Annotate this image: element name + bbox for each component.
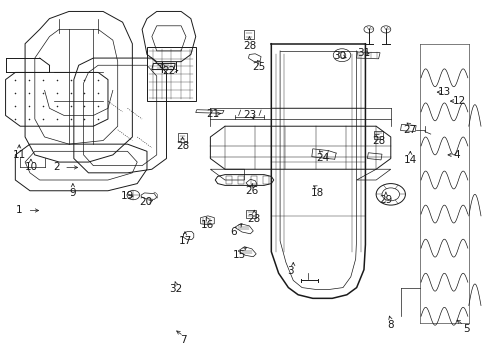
Text: 18: 18 — [310, 188, 324, 198]
Text: 28: 28 — [371, 136, 385, 145]
Text: 31: 31 — [357, 48, 370, 58]
Text: 11: 11 — [13, 150, 26, 160]
Text: 16: 16 — [201, 220, 214, 230]
Text: 26: 26 — [244, 186, 258, 196]
Text: 2: 2 — [53, 162, 60, 172]
Text: 14: 14 — [403, 155, 416, 165]
Text: 9: 9 — [69, 188, 76, 198]
Text: 29: 29 — [379, 195, 392, 205]
Text: 17: 17 — [178, 236, 191, 246]
Text: 15: 15 — [232, 250, 246, 260]
Text: 21: 21 — [206, 109, 219, 119]
Text: 12: 12 — [451, 96, 465, 106]
Text: 5: 5 — [462, 324, 468, 334]
Text: 10: 10 — [24, 162, 38, 172]
Text: 28: 28 — [247, 215, 260, 224]
Text: 22: 22 — [162, 66, 175, 76]
Text: 28: 28 — [176, 141, 189, 151]
Text: 8: 8 — [386, 320, 393, 330]
Text: 7: 7 — [180, 334, 186, 345]
Text: 27: 27 — [403, 125, 416, 135]
Text: 25: 25 — [252, 62, 265, 72]
Text: 13: 13 — [437, 87, 450, 97]
Text: 24: 24 — [315, 153, 328, 163]
Text: 30: 30 — [332, 51, 346, 61]
Text: 6: 6 — [230, 227, 237, 237]
Text: 19: 19 — [121, 191, 134, 201]
Text: 32: 32 — [169, 284, 183, 294]
Text: 23: 23 — [242, 111, 256, 121]
Text: 4: 4 — [452, 150, 459, 160]
Text: 20: 20 — [139, 197, 152, 207]
Text: 3: 3 — [287, 266, 294, 276]
Text: 1: 1 — [16, 206, 22, 216]
Text: 28: 28 — [242, 41, 256, 50]
